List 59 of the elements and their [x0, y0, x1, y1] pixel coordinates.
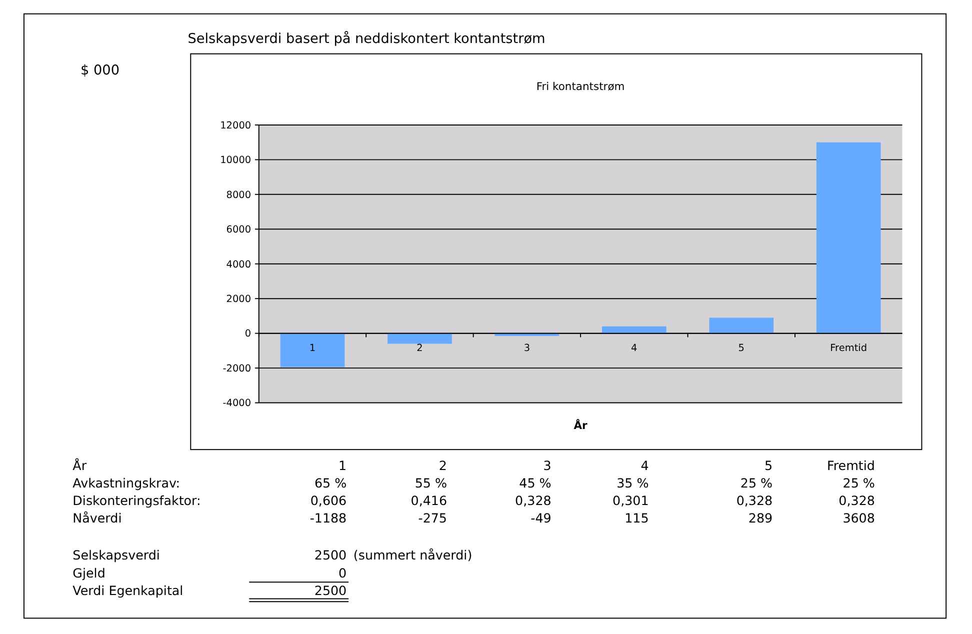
x-axis-title: År [574, 419, 588, 432]
y-tick-label: -2000 [222, 363, 252, 374]
chart-title: Selskapsverdi basert på neddiskontert kontantstrøm [188, 31, 546, 48]
text: 0,328 [515, 493, 552, 508]
text: Selskapsverdi [72, 548, 160, 563]
y-tick-label: 10000 [220, 155, 252, 166]
text: 55 % [414, 476, 448, 491]
x-tick-label: Fremtid [827, 458, 875, 474]
y-tick-label: 12000 [220, 120, 252, 132]
text: 0,606 [310, 493, 347, 508]
annotation: 5 [738, 342, 744, 354]
annotation: 3 [524, 342, 530, 354]
text: 2500 [314, 548, 347, 563]
text: $ 000 [80, 62, 120, 78]
text: Verdi Egenkapital [72, 582, 184, 598]
annotation: 2 [416, 342, 423, 354]
x-tick-label: 5 [764, 458, 773, 474]
text: Nåverdi [72, 510, 122, 526]
y-tick-label: 6000 [226, 224, 252, 236]
text: 65 % [314, 476, 347, 491]
text: Avkastningskrav: [72, 476, 180, 491]
y-tick-label: 0 [244, 328, 252, 340]
bar [816, 142, 881, 334]
bar [280, 333, 345, 368]
x-tick-label: 3 [543, 458, 552, 474]
text: 3608 [842, 510, 875, 526]
y-tick-label: 8000 [226, 190, 252, 201]
text: -1188 [310, 510, 347, 526]
chart-subtitle: Fri kontantstrøm [536, 80, 625, 93]
bar [709, 318, 774, 334]
y-tick-label: 4000 [226, 259, 252, 270]
text: -49 [530, 510, 552, 526]
text: (summert nåverdi) [353, 548, 472, 563]
text: 0,328 [838, 493, 875, 508]
text: 45 % [519, 476, 552, 491]
text: 0,416 [410, 493, 448, 508]
text: 2500 [314, 582, 347, 598]
text: 0,328 [736, 493, 773, 508]
bar [602, 326, 666, 334]
x-tick-label: 4 [640, 458, 649, 474]
text: -275 [418, 510, 448, 526]
text: År [72, 458, 88, 474]
text: 25 % [842, 476, 875, 491]
y-tick-label: 2000 [226, 294, 252, 306]
annotation: Fremtid [830, 342, 868, 354]
text: 0 [338, 565, 347, 580]
bar [388, 333, 452, 344]
text: 35 % [616, 476, 649, 491]
annotation: 1 [309, 342, 316, 354]
text: 25 % [740, 476, 773, 491]
x-tick-label: 1 [338, 458, 347, 474]
text: 289 [748, 510, 773, 526]
text: Diskonteringsfaktor: [72, 493, 201, 508]
y-tick-label: -4000 [222, 398, 252, 410]
text: 115 [624, 510, 649, 526]
annotation: 4 [631, 342, 638, 354]
text: 0,301 [612, 493, 649, 508]
text: Gjeld [72, 565, 106, 580]
x-tick-label: 2 [438, 458, 448, 474]
